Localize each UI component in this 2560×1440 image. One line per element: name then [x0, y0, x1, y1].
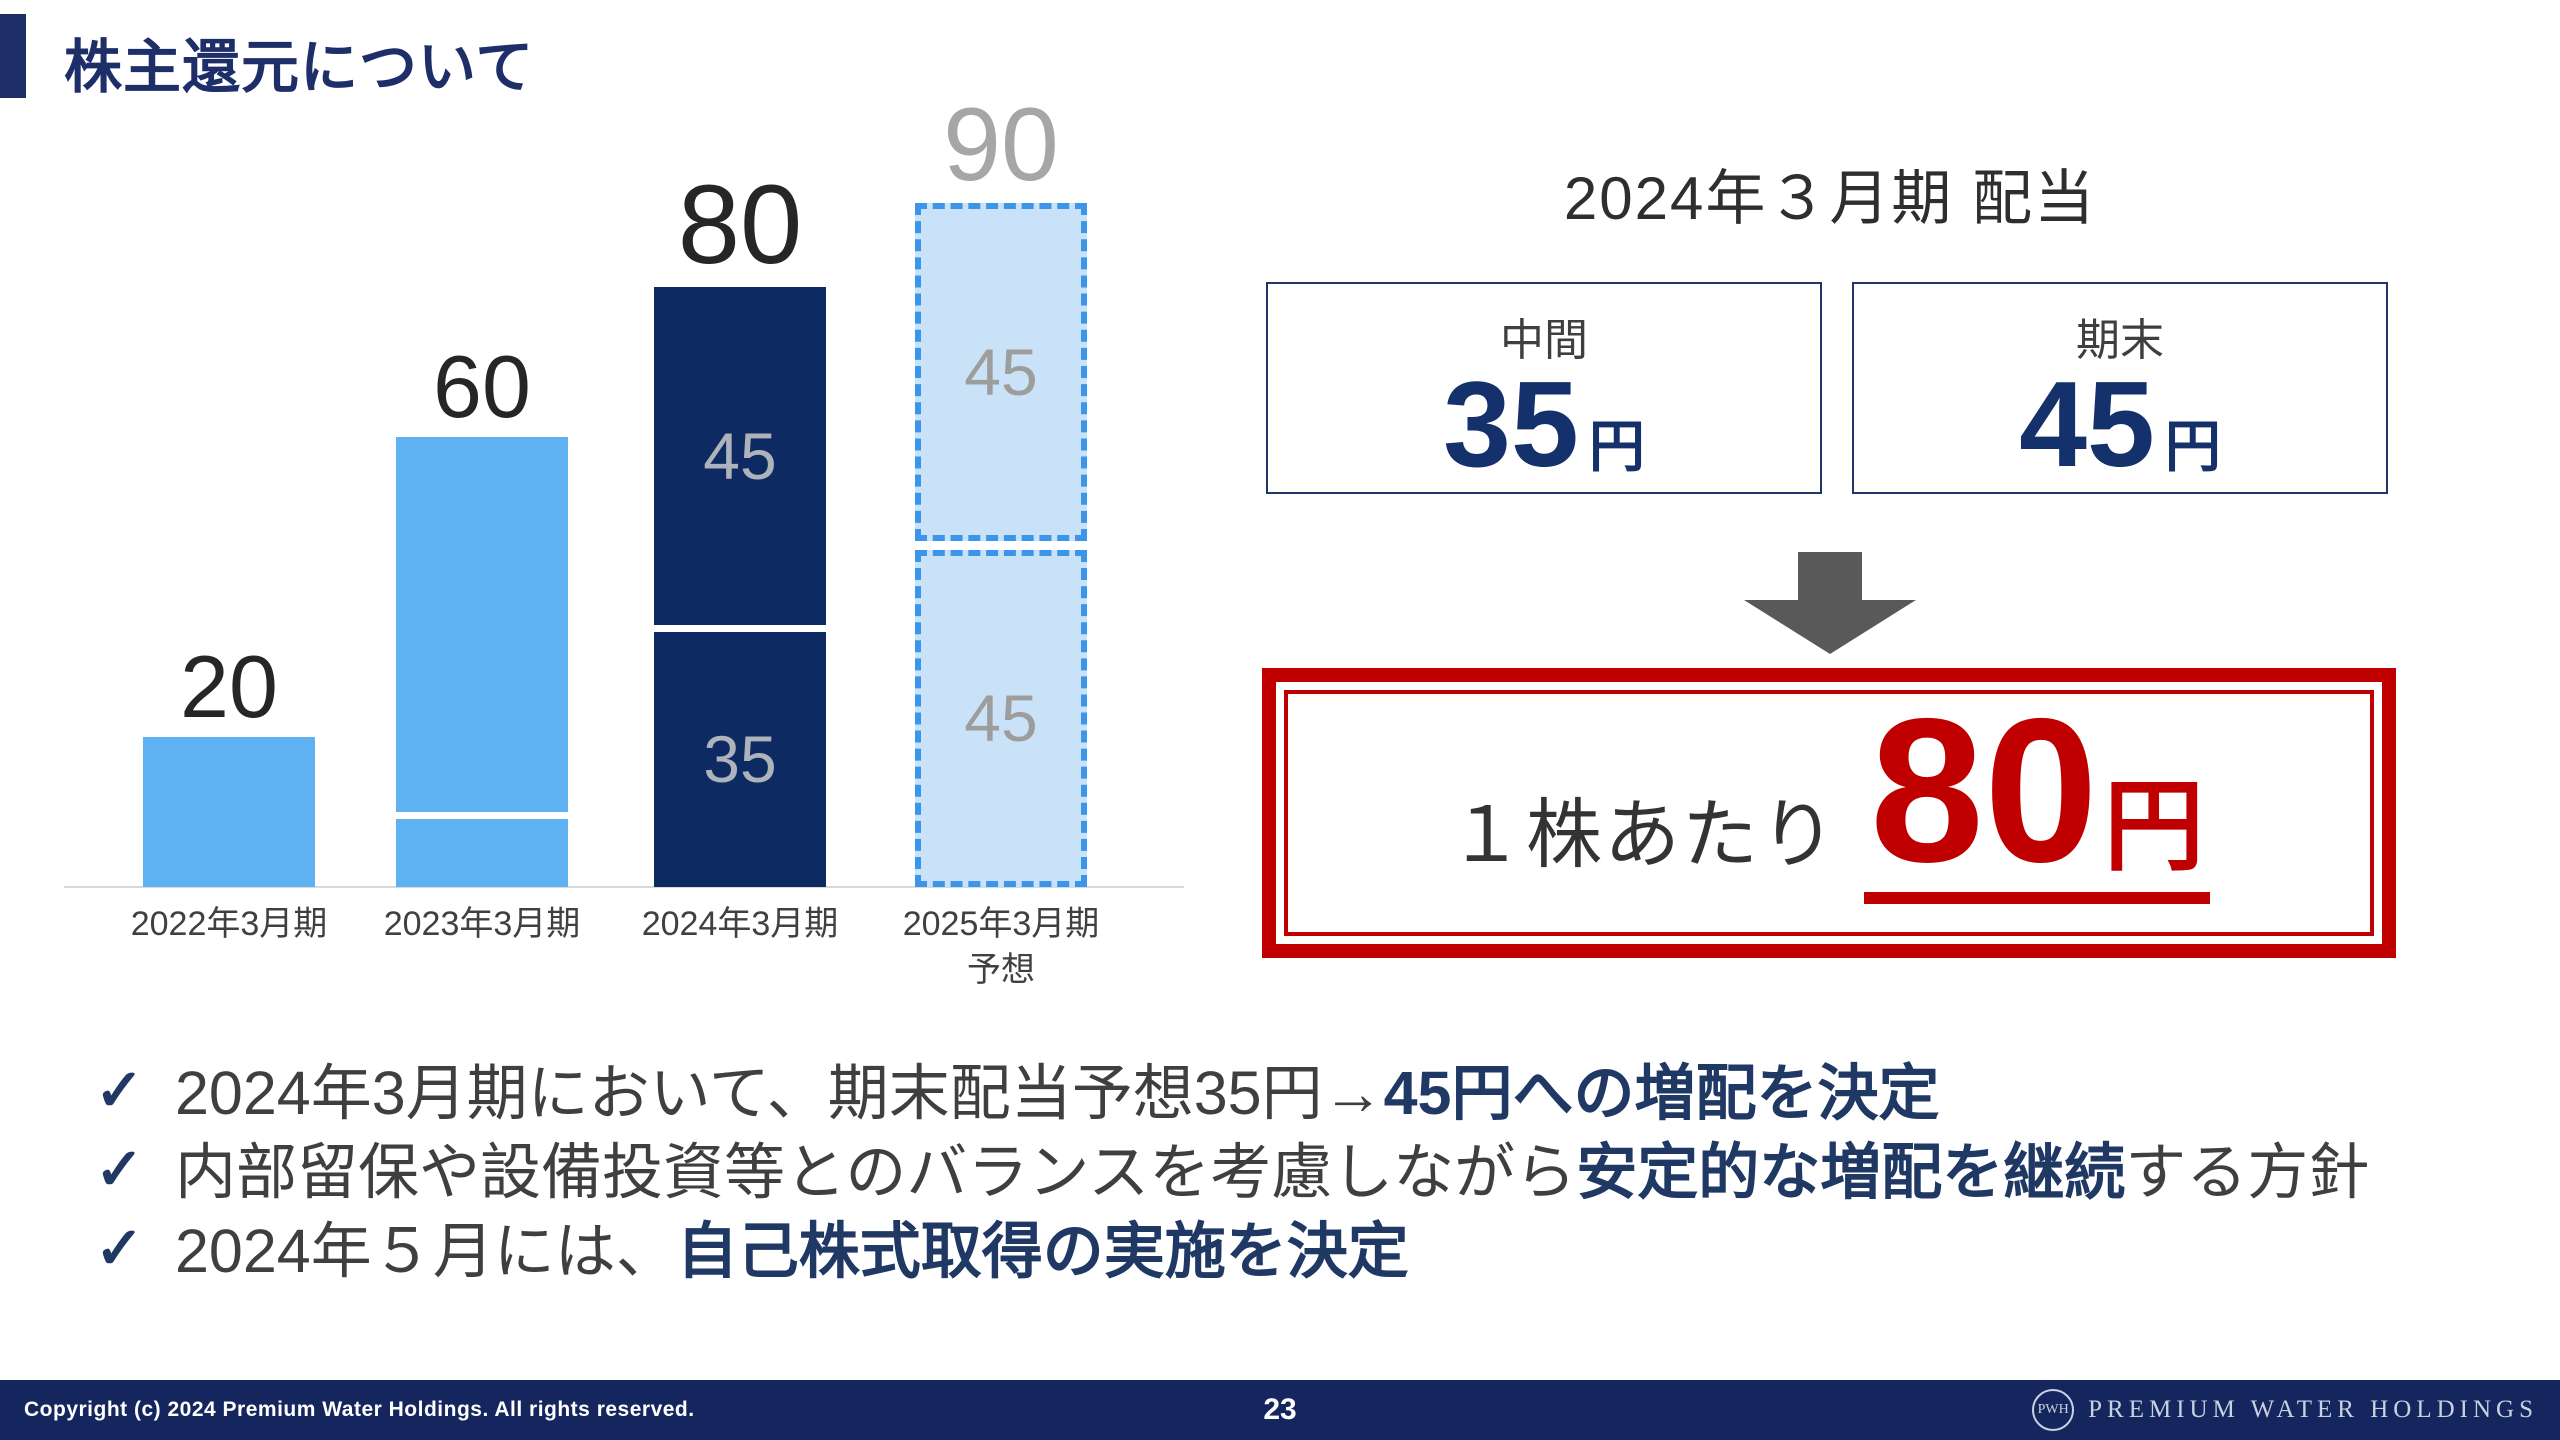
key-point-text: 2024年５月には、自己株式取得の実施を決定 [175, 1217, 1409, 1286]
yearend-amount: 45 [2019, 356, 2155, 492]
checkmark-icon: ✓ [95, 1058, 144, 1123]
bar-2025年3月期: 90 45 45 [915, 93, 1087, 887]
bar-segment [396, 437, 568, 812]
interim-label: 中間 [1500, 316, 1588, 365]
key-point-text: 2024年3月期において、期末配当予想35円→45円への増配を決定 [175, 1059, 1940, 1127]
checkmark-icon: ✓ [95, 1216, 144, 1282]
bar-total-label: 80 [677, 162, 803, 287]
per-share-inner-frame [1284, 690, 2374, 936]
interim-unit: 円 [1588, 415, 1645, 478]
down-arrow-stem [1798, 552, 1862, 600]
logo-monogram-icon: PWH [2032, 1389, 2075, 1431]
bar-segment [396, 812, 568, 887]
company-logo: PWH PREMIUM WATER HOLDINGS [2032, 1380, 2538, 1440]
category-label: 2025年3月期 予想 [902, 905, 1100, 989]
bar-segment: 45 [915, 203, 1087, 541]
page-title: 株主還元について [64, 35, 535, 100]
key-point-text: 内部留保や設備投資等とのバランスを考慮しながら安定的な増配を継続する方針 [175, 1138, 2370, 1207]
per-share-number: 80 [1869, 676, 2099, 905]
dividend-bar-chart: 20 2022年3月期 60 2023年3月期 80 45 35 2024年3月期 90 45 45… [0, 0, 1250, 1000]
interim-amount: 35 [1443, 356, 1579, 492]
checkmark-icon: ✓ [95, 1137, 144, 1203]
bar-total-label: 90 [943, 87, 1059, 203]
yearend-value: 45 円 [2019, 360, 2221, 488]
bar-2024年3月期: 80 45 35 [654, 169, 826, 887]
page-number: 23 [1263, 1393, 1297, 1426]
dividend-heading: 2024年３月期 配当 [1563, 165, 2097, 232]
x-axis-line [64, 886, 1184, 888]
bar-2023年3月期: 60 [396, 343, 568, 887]
copyright-text: Copyright (c) 2024 Premium Water Holding… [24, 1398, 695, 1421]
title-accent-bar [0, 14, 26, 98]
yearend-dividend-box: 期末 45 円 [1852, 282, 2388, 494]
per-share-unit: 円 [2104, 771, 2205, 883]
bar-segment: 45 [654, 287, 826, 625]
yearend-unit: 円 [2164, 415, 2221, 478]
bar-segment: 45 [915, 549, 1087, 887]
bar-segment: 35 [654, 624, 826, 887]
per-share-amount: 80 円 [1863, 676, 2211, 905]
bar-total-label: 60 [433, 337, 531, 436]
key-point-item: ✓ 2024年５月には、自己株式取得の実施を決定 [95, 1216, 2535, 1286]
bar-2022年3月期: 20 [143, 643, 315, 887]
bar-segment [143, 737, 315, 887]
footer-bar: Copyright (c) 2024 Premium Water Holding… [0, 1380, 2560, 1440]
per-share-content: １株あたり 80 円 [1276, 676, 2382, 905]
bar-total-label: 20 [180, 637, 278, 736]
yearend-label: 期末 [2076, 316, 2164, 365]
interim-value: 35 円 [1443, 360, 1645, 488]
per-share-prefix: １株あたり [1447, 793, 1838, 878]
logo-wordmark: PREMIUM WATER HOLDINGS [2088, 1396, 2538, 1423]
down-arrow-head [1744, 600, 1916, 654]
category-label: 2023年3月期 [383, 905, 581, 943]
category-label: 2022年3月期 [130, 905, 328, 943]
key-points-list: ✓ 2024年3月期において、期末配当予想35円→45円への増配を決定 ✓ 内部留保や… [95, 1058, 2535, 1295]
per-share-dividend-box: １株あたり 80 円 [1262, 668, 2396, 958]
interim-dividend-box: 中間 35 円 [1266, 282, 1822, 494]
key-point-item: ✓ 内部留保や設備投資等とのバランスを考慮しながら安定的な増配を継続する方針 [95, 1137, 2535, 1207]
key-point-item: ✓ 2024年3月期において、期末配当予想35円→45円への増配を決定 [95, 1058, 2535, 1128]
category-label: 2024年3月期 [641, 905, 839, 943]
